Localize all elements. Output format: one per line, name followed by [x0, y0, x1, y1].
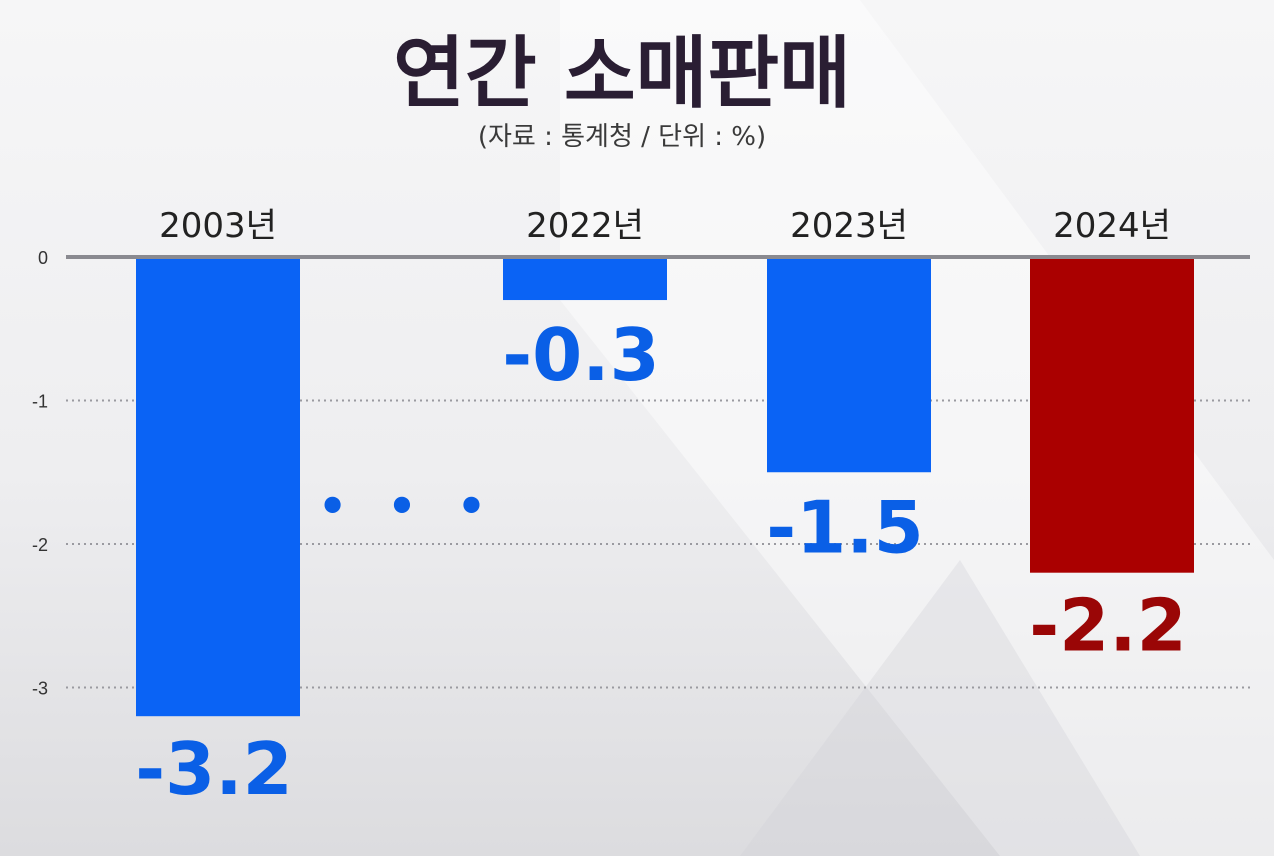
category-label: 2024년 — [1053, 206, 1171, 246]
y-tick-label: 0 — [38, 248, 48, 268]
y-axis-ticks: 0 -1 -2 -3 — [32, 248, 48, 699]
data-label: -3.2 — [135, 727, 292, 811]
chart-subtitle: (자료 : 통계청 / 단위 : %) — [478, 122, 766, 152]
data-label: -2.2 — [1029, 584, 1186, 668]
chart-title: 연간 소매판매 — [393, 29, 851, 119]
category-label: 2022년 — [526, 206, 644, 246]
category-labels: 2003년 2022년 2023년 2024년 — [159, 206, 1171, 246]
bars — [136, 257, 1194, 717]
bar-2023년 — [767, 257, 931, 473]
data-label: -0.3 — [502, 313, 659, 397]
category-label: 2023년 — [790, 206, 908, 246]
bar-2022년 — [503, 257, 667, 301]
data-labels: -3.2 -0.3 -1.5 -2.2 — [135, 313, 1186, 811]
gap-marker: • • • — [318, 479, 498, 533]
y-tick-label: -2 — [32, 535, 48, 555]
bar-2024년 — [1030, 257, 1194, 573]
gap-ellipsis: • • • — [318, 479, 498, 533]
y-tick-label: -3 — [32, 679, 48, 699]
bar-2003년 — [136, 257, 300, 717]
data-label: -1.5 — [766, 485, 923, 569]
y-tick-label: -1 — [32, 392, 48, 412]
category-label: 2003년 — [159, 206, 277, 246]
